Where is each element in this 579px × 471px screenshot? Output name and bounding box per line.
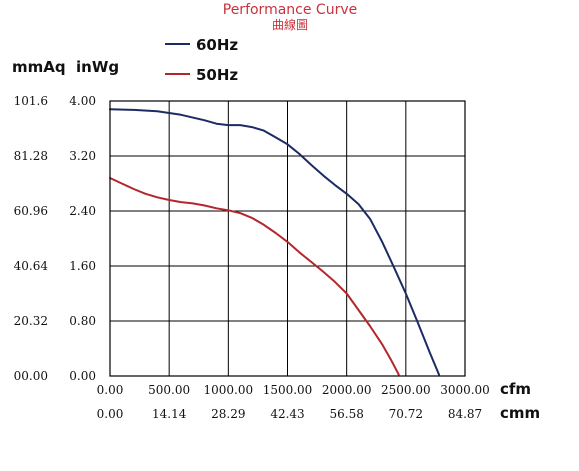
y-tick-label-secondary: 81.28 [14,149,48,163]
series-line-60hz [109,108,440,376]
chart-legend: 60Hz 50Hz [165,36,238,84]
y-tick-label: 3.20 [69,149,96,163]
series-line-50hz [109,177,400,376]
y-tick-label: 0.80 [69,314,96,328]
plot-frame [109,100,466,377]
y-tick-label-secondary: 20.32 [14,314,48,328]
y-tick-label-secondary: 40.64 [14,259,49,273]
x-tick-label-secondary: 56.58 [329,407,363,421]
y-tick-label-secondary: 101.6 [14,94,48,108]
x-tick-label: 2500.00 [381,383,431,397]
x-tick-labels: 0.00 0.00 500.00 14.14 1000.00 28.29 1500.00 42… [97,383,490,421]
y-tick-labels: 00.00 0.00 20.32 0.80 40.64 1.60 60.96 2.40 81.2… [14,94,96,383]
x-tick-label: 3000.00 [440,383,490,397]
legend-label-50hz: 50Hz [196,66,238,84]
x-tick-label: 2000.00 [322,383,372,397]
x-tick-label: 500.00 [148,383,190,397]
x-tick-label-secondary: 42.43 [270,407,304,421]
legend-label-60hz: 60Hz [196,36,238,54]
x-unit-secondary: cmm [500,404,540,422]
grid [109,100,466,377]
y-tick-label: 4.00 [69,94,96,108]
x-unit-primary: cfm [500,380,531,398]
y-tick-label: 2.40 [69,204,96,218]
y-tick-label-secondary: 00.00 [14,369,48,383]
y-unit-primary: mmAq [12,58,66,76]
x-tick-label-secondary: 70.72 [389,407,423,421]
x-tick-label-secondary: 84.87 [448,407,482,421]
series-lines [109,108,440,376]
y-tick-label: 0.00 [69,369,96,383]
x-tick-label-secondary: 0.00 [97,407,124,421]
y-tick-label-secondary: 60.96 [14,204,48,218]
x-tick-label-secondary: 14.14 [152,407,187,421]
y-unit-secondary: inWg [76,58,119,76]
x-tick-label: 1500.00 [263,383,313,397]
x-tick-label: 1000.00 [204,383,254,397]
y-tick-label: 1.60 [69,259,96,273]
chart-subtitle: 曲線圖 [272,17,308,32]
x-tick-label-secondary: 28.29 [211,407,245,421]
x-tick-label: 0.00 [97,383,124,397]
chart-title: Performance Curve [223,2,357,18]
